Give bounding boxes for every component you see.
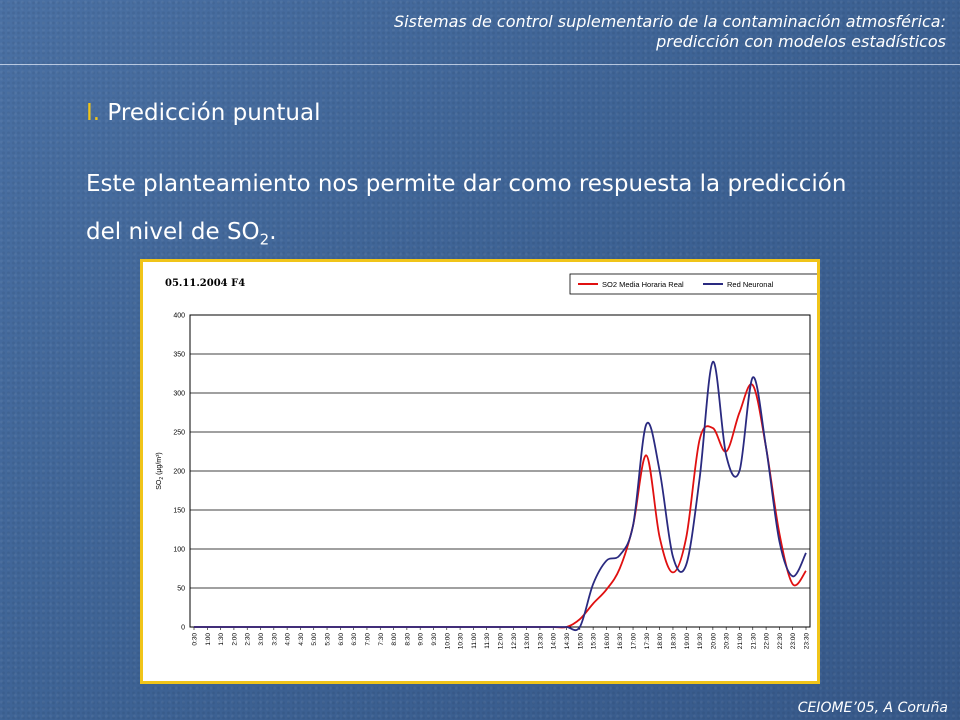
x-tick-label: 12:30 <box>511 633 518 650</box>
x-tick-label: 1:00 <box>205 633 212 646</box>
x-tick-labels: 0:30 1:00 1:30 2:00 2:30 3:00 3:30 4:00 4:30 5:00… <box>192 627 811 649</box>
x-tick-label: 0:30 <box>192 633 199 646</box>
x-tick-label: 10:00 <box>444 633 451 650</box>
x-tick-label: 20:30 <box>724 633 731 650</box>
x-tick-label: 17:30 <box>644 633 651 650</box>
y-axis-label: SO2 (µg/m³) <box>156 452 165 490</box>
x-tick-label: 13:30 <box>537 633 544 650</box>
x-tick-label: 4:30 <box>298 633 305 646</box>
header-divider <box>0 64 960 65</box>
y-tick-label: 200 <box>173 469 185 476</box>
legend-label: SO2 Media Horaria Real <box>602 280 684 289</box>
slide-header: Sistemas de control suplementario de la … <box>146 12 946 52</box>
x-tick-label: 5:00 <box>311 633 318 646</box>
chart-series <box>194 360 807 632</box>
y-tick-label: 50 <box>177 586 185 593</box>
x-tick-label: 21:00 <box>737 633 744 650</box>
y-tick-label: 300 <box>173 391 185 398</box>
x-tick-label: 19:00 <box>684 633 691 650</box>
y-tick-label: 0 <box>181 625 185 632</box>
y-tick-labels: 0 50 100 150 200 250 300 350 400 <box>173 313 185 632</box>
x-tick-label: 2:00 <box>231 633 238 646</box>
x-tick-label: 7:00 <box>364 633 371 646</box>
y-label-subscript: 2 <box>159 477 165 480</box>
x-tick-label: 18:00 <box>657 633 664 650</box>
legend-label: Red Neuronal <box>727 280 774 289</box>
section-title: I. Predicción puntual <box>86 100 320 126</box>
x-tick-label: 22:00 <box>764 633 771 650</box>
x-tick-label: 3:00 <box>258 633 265 646</box>
x-tick-label: 7:30 <box>378 633 385 646</box>
y-tick-label: 350 <box>173 352 185 359</box>
x-tick-label: 6:00 <box>338 633 345 646</box>
x-tick-label: 23:30 <box>804 633 811 650</box>
legend-box <box>569 273 817 295</box>
y-axis-label-group: SO2 (µg/m³) <box>156 452 165 490</box>
x-tick-label: 17:00 <box>631 633 638 650</box>
x-tick-label: 12:00 <box>498 633 505 650</box>
x-tick-label: 1:30 <box>218 633 225 646</box>
x-tick-label: 10:30 <box>458 633 465 650</box>
x-tick-label: 6:30 <box>351 633 358 646</box>
x-tick-label: 8:00 <box>391 633 398 646</box>
x-tick-label: 22:30 <box>777 633 784 650</box>
body-paragraph: Este planteamiento nos permite dar como … <box>86 160 866 256</box>
x-tick-label: 15:00 <box>577 633 584 650</box>
x-tick-label: 8:30 <box>404 633 411 646</box>
chart-frame: 05.11.2004 F4 SO2 Media Horaria Real Red … <box>140 259 820 684</box>
x-tick-label: 15:30 <box>591 633 598 650</box>
x-tick-label: 16:00 <box>604 633 611 650</box>
x-tick-label: 16:30 <box>617 633 624 650</box>
body-subscript: 2 <box>259 230 270 249</box>
x-tick-label: 14:00 <box>551 633 558 650</box>
x-tick-label: 11:00 <box>471 633 478 649</box>
header-line-1: Sistemas de control suplementario de la … <box>393 12 946 31</box>
x-tick-label: 21:30 <box>750 633 757 650</box>
x-tick-label: 3:30 <box>271 633 278 646</box>
y-tick-label: 250 <box>173 430 185 437</box>
section-title-text: Predicción puntual <box>107 100 321 126</box>
y-label-unit: (µg/m³) <box>156 452 163 477</box>
y-tick-label: 150 <box>173 508 185 515</box>
x-tick-label: 19:30 <box>697 633 704 650</box>
x-tick-label: 18:30 <box>670 633 677 650</box>
y-axis-label-text: SO2 (µg/m³) <box>156 452 165 490</box>
y-label-main: SO <box>156 479 163 490</box>
x-tick-label: 14:30 <box>564 633 571 650</box>
x-tick-label: 13:00 <box>524 633 531 650</box>
chart-legend: SO2 Media Horaria Real Red Neuronal <box>569 273 817 295</box>
x-tick-label: 2:30 <box>245 633 252 646</box>
body-text: Este planteamiento nos permite dar como … <box>86 171 847 245</box>
y-tick-label: 400 <box>173 313 185 320</box>
body-suffix: . <box>269 219 277 245</box>
slide-footer: CEIOME’05, A Coruña <box>797 700 948 716</box>
x-tick-label: 9:30 <box>431 633 438 646</box>
x-tick-label: 20:00 <box>710 633 717 650</box>
x-tick-label: 9:00 <box>418 633 425 646</box>
x-tick-label: 23:00 <box>790 633 797 650</box>
x-tick-label: 11:30 <box>484 633 491 649</box>
x-tick-label: 5:30 <box>325 633 332 646</box>
x-tick-label: 4:00 <box>285 633 292 646</box>
so2-line-chart: 05.11.2004 F4 SO2 Media Horaria Real Red … <box>156 273 817 649</box>
y-tick-label: 100 <box>173 547 185 554</box>
series-line-neural <box>194 360 807 632</box>
chart-gridlines <box>189 314 811 628</box>
header-line-2: predicción con modelos estadísticos <box>656 32 946 51</box>
chart-title: 05.11.2004 F4 <box>165 278 245 289</box>
section-number: I. <box>86 100 101 126</box>
